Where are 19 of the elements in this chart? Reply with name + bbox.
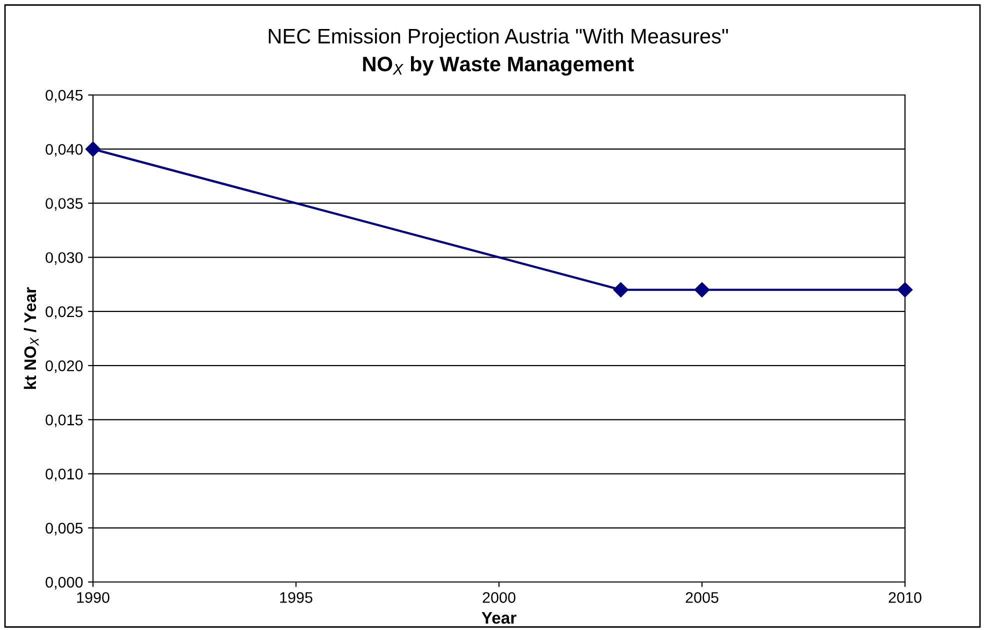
chart-title: NEC Emission Projection Austria "With Measures" [268, 28, 728, 48]
x-tick-label: 2000 [482, 592, 516, 603]
y-tick-label: 0,045 [46, 90, 83, 102]
y-tick-label: 0,010 [46, 468, 83, 482]
y-tick-label: 0,020 [46, 360, 83, 374]
y-axis-title: kt NO$_{X}$ / Year [24, 287, 39, 389]
y-tick-label: 0,040 [46, 144, 83, 157]
x-tick-label: 1995 [280, 592, 312, 603]
y-tick-label: 0,030 [46, 252, 83, 265]
y-tick-label: 0,005 [46, 522, 83, 536]
y-tick-label: 0,000 [46, 576, 83, 590]
y-tick-label: 0,015 [46, 414, 83, 428]
y-tick-label: 0,035 [46, 198, 83, 211]
x-axis-title: Year [482, 612, 516, 624]
x-tick-label: 2005 [686, 592, 718, 603]
x-tick-label: 2010 [888, 592, 922, 603]
x-tick-label: 1990 [77, 592, 110, 603]
chart-subtitle: NO$_{X}$ by Waste Management [363, 56, 634, 76]
y-tick-label: 0,025 [46, 306, 83, 319]
